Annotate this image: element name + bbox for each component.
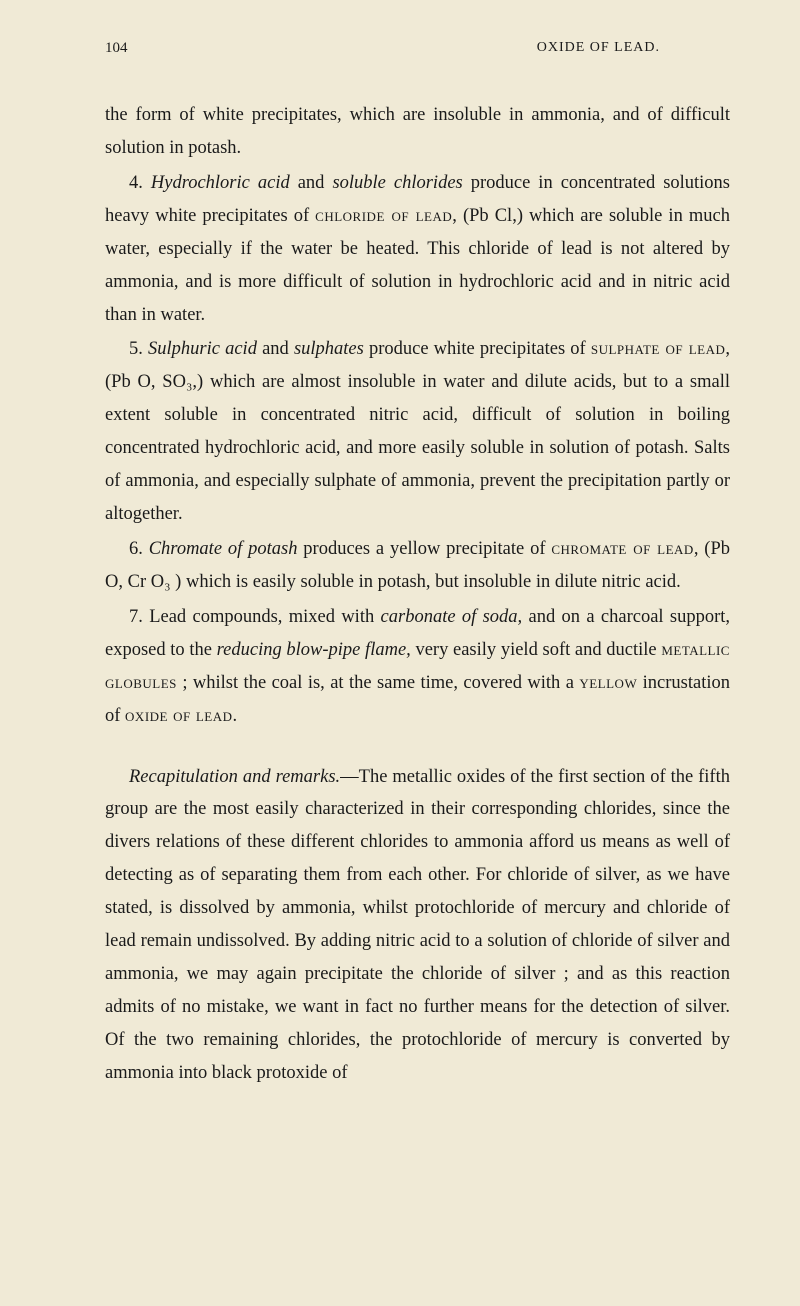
running-title: OXIDE OF LEAD. <box>537 40 660 57</box>
p2-italic2: soluble chlorides <box>332 173 462 193</box>
paragraph-5: 7. Lead compounds, mixed with carbonate … <box>105 601 730 733</box>
p3-sc1: sulphate of lead <box>591 339 726 359</box>
p2-t1: and <box>290 173 333 193</box>
p2-sc1: chloride of lead <box>315 206 452 226</box>
page-number: 104 <box>105 40 128 57</box>
p6-t1: —The metallic oxides of the first sectio… <box>105 767 730 1083</box>
para1-text: the form of white precipitates, which ar… <box>105 105 730 158</box>
paragraph-6: Recapitulation and remarks.—The metallic… <box>105 761 730 1090</box>
p5-t1: Lead compounds, mixed with <box>149 607 380 627</box>
p4-num: 6. <box>129 539 149 559</box>
p4-t1: produces a yellow precipitate of <box>297 539 551 559</box>
p6-italic1: Recapitulation and remarks. <box>129 767 340 787</box>
p5-t6: . <box>233 706 238 726</box>
p5-italic2: reducing blow-pipe flame, <box>217 640 411 660</box>
p4-italic1: Chromate of potash <box>149 539 298 559</box>
paragraph-3: 5. Sulphuric acid and sulphates produce … <box>105 333 730 531</box>
p3-t2: produce white precipitates of <box>364 339 591 359</box>
p3-t3: , (Pb O, SO₃,) which are almost insolubl… <box>105 339 730 524</box>
p5-t3: very easily yield soft and ductile <box>411 640 662 660</box>
p2-italic1: Hydrochloric acid <box>151 173 290 193</box>
p5-sc3: oxide of lead <box>125 706 232 726</box>
p5-italic1: carbonate of soda, <box>381 607 523 627</box>
p3-t1: and <box>257 339 294 359</box>
paragraph-1: the form of white precipitates, which ar… <box>105 99 730 165</box>
p3-num: 5. <box>129 339 148 359</box>
p5-t4: ; whilst the coal is, at the same time, … <box>177 673 579 693</box>
paragraph-2: 4. Hydrochloric acid and soluble chlorid… <box>105 167 730 332</box>
p5-num: 7. <box>129 607 149 627</box>
p2-num: 4. <box>129 173 151 193</box>
page-header: 104 OXIDE OF LEAD. <box>105 40 730 57</box>
p3-italic1: Sulphuric acid <box>148 339 257 359</box>
paragraph-4: 6. Chromate of potash produces a yellow … <box>105 533 730 599</box>
body-text: the form of white precipitates, which ar… <box>105 99 730 1090</box>
p3-italic2: sulphates <box>294 339 364 359</box>
p5-sc2: yellow <box>579 673 637 693</box>
p4-sc1: chromate of lead <box>551 539 693 559</box>
